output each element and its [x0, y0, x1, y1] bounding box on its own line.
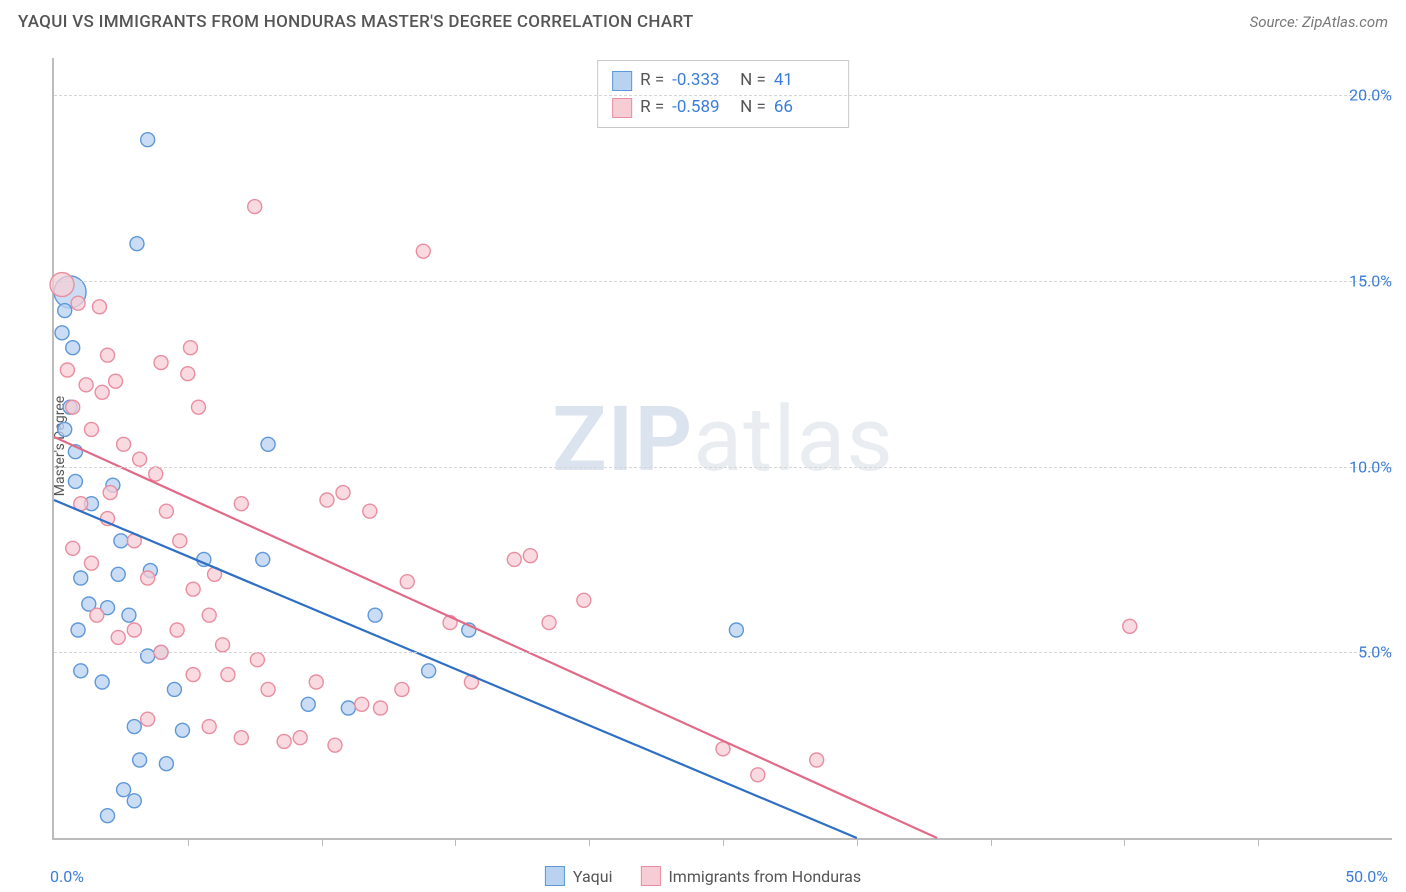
swatch-yaqui-icon [545, 866, 565, 886]
x-axis-max-label: 50.0% [1345, 867, 1388, 886]
x-axis-min-label: 0.0% [50, 867, 84, 886]
source-attribution: Source: ZipAtlas.com [1250, 13, 1388, 31]
y-tick-label: 15.0% [1349, 271, 1392, 290]
chart-title: YAQUI VS IMMIGRANTS FROM HONDURAS MASTER… [18, 12, 694, 32]
legend-item-honduras: Immigrants from Honduras [640, 866, 861, 886]
legend-label-yaqui: Yaqui [573, 867, 613, 886]
swatch-honduras-icon [640, 866, 660, 886]
scatter-svg [54, 58, 1392, 838]
legend-label-honduras: Immigrants from Honduras [668, 867, 861, 886]
y-tick-label: 10.0% [1349, 457, 1392, 476]
y-tick-label: 5.0% [1358, 643, 1392, 662]
chart-plot-area: ZIPatlas R = -0.333 N = 41 R = -0.589 N … [52, 58, 1392, 840]
y-tick-label: 20.0% [1349, 86, 1392, 105]
series-legend: Yaqui Immigrants from Honduras [545, 866, 861, 886]
legend-item-yaqui: Yaqui [545, 866, 613, 886]
